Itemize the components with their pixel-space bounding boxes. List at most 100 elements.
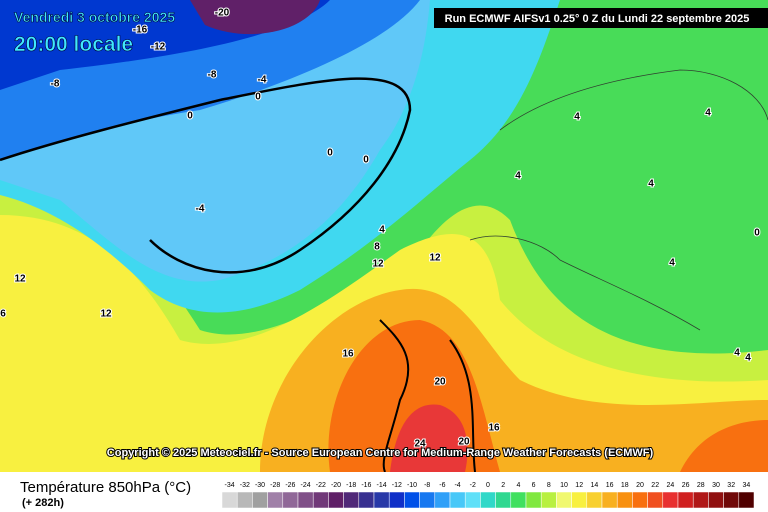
- contour-label: 4: [574, 112, 580, 123]
- colorbar-label: 2: [501, 482, 505, 489]
- colorbar-label: -10: [407, 482, 417, 489]
- color-swatch: [221, 491, 238, 509]
- color-swatch: [632, 491, 648, 509]
- colorbar-label: 22: [651, 482, 659, 489]
- color-swatch: [677, 491, 694, 509]
- run-info: Run ECMWF AIFSv1 0.25° 0 Z du Lundi 22 s…: [445, 13, 750, 25]
- forecast-date: Vendredi 3 octobre 2025: [14, 9, 175, 25]
- color-swatch: [464, 491, 481, 509]
- contour-label: 24: [414, 439, 426, 450]
- color-swatch: [343, 491, 360, 509]
- contour-label: 8: [374, 242, 380, 253]
- colorbar-label: 10: [560, 482, 568, 489]
- contour-label: 4: [515, 171, 521, 182]
- colorbar-label: -18: [346, 482, 356, 489]
- contour-label: 0: [754, 228, 760, 239]
- color-swatch: [571, 491, 588, 509]
- color-swatch: [434, 491, 451, 509]
- colorbar-label: -32: [240, 482, 250, 489]
- color-swatch: [297, 491, 314, 509]
- contour-label: 12: [372, 259, 384, 270]
- contour-label: 16: [488, 423, 500, 434]
- color-swatch: [373, 491, 390, 509]
- colorbar-label: 16: [606, 482, 614, 489]
- colorbar-label: -6: [439, 482, 445, 489]
- color-swatch: [556, 491, 572, 509]
- colorbar-label: 4: [516, 482, 520, 489]
- colorbar-label: 32: [727, 482, 735, 489]
- color-swatch: [616, 491, 633, 509]
- color-swatch: [480, 491, 496, 509]
- contour-label: -8: [51, 79, 60, 90]
- colorbar-label: -22: [316, 482, 326, 489]
- contour-label: 4: [648, 179, 654, 190]
- contour-label: 4: [669, 258, 675, 269]
- contour-label: 20: [458, 437, 470, 448]
- contour-label: 4: [734, 348, 740, 359]
- color-swatch: [236, 491, 253, 509]
- contour-label: 20: [434, 377, 446, 388]
- colorbar-label: -2: [470, 482, 476, 489]
- contour-label: -20: [215, 8, 230, 19]
- color-swatch: [708, 491, 724, 509]
- color-swatch: [388, 491, 405, 509]
- contour-label: -12: [151, 42, 166, 53]
- colorbar-label: 28: [697, 482, 705, 489]
- color-swatch: [282, 491, 299, 509]
- color-swatch: [662, 491, 679, 509]
- colorbar-label: -12: [392, 482, 402, 489]
- colorbar-label: 26: [682, 482, 690, 489]
- color-swatch: [328, 491, 344, 509]
- contour-label: -4: [258, 75, 267, 86]
- contour-label: 0: [327, 148, 333, 159]
- colorbar-label: 18: [621, 482, 629, 489]
- forecast-time: 20:00 locale: [14, 33, 133, 56]
- colorbar-label: 34: [743, 482, 751, 489]
- color-swatch: [358, 491, 375, 509]
- color-swatch: [647, 491, 664, 509]
- colorbar-label: -34: [225, 482, 235, 489]
- map-field: [0, 0, 768, 473]
- legend-title: Température 850hPa (°C): [20, 479, 191, 496]
- colorbar: -34 -32 -30 -28 -26 -24 -22 -20 -18 -16 -14 -12 -10-…: [221, 482, 755, 509]
- color-swatch: [738, 491, 755, 509]
- color-swatch: [267, 491, 284, 509]
- contour-label: 6: [0, 309, 6, 320]
- colorbar-label: -30: [255, 482, 265, 489]
- colorbar-label: 14: [591, 482, 599, 489]
- contour-label: -4: [196, 204, 205, 215]
- color-swatch: [312, 491, 329, 509]
- color-swatch: [510, 491, 527, 509]
- colorbar-label: -8: [424, 482, 430, 489]
- contour-label: 0: [363, 155, 369, 166]
- colorbar-label: -26: [285, 482, 295, 489]
- colorbar-label: 20: [636, 482, 644, 489]
- color-swatch: [540, 491, 557, 509]
- colorbar-label: 24: [667, 482, 675, 489]
- colorbar-label: -4: [454, 482, 460, 489]
- contour-label: 12: [100, 309, 112, 320]
- color-swatch: [449, 491, 466, 509]
- colorbar-label: -20: [331, 482, 341, 489]
- contour-labels: -20 -16-12 -8 -8 -4 0 0 0 0 -4 4 8 12 12 12 12 6 16 20 24 20…: [0, 7, 761, 451]
- contour-label: 12: [429, 253, 441, 264]
- colorbar-label: -16: [361, 482, 371, 489]
- colorbar-label: 0: [486, 482, 490, 489]
- colorbar-label: 30: [712, 482, 720, 489]
- color-swatch: [419, 491, 436, 509]
- color-swatch: [525, 491, 542, 509]
- contour-label: -16: [133, 25, 148, 36]
- color-swatch: [692, 491, 709, 509]
- color-swatch: [404, 491, 420, 509]
- copyright: Copyright © 2025 Meteociel.fr - Source E…: [107, 447, 654, 459]
- contour-label: 4: [745, 353, 751, 364]
- contour-label: 0: [187, 111, 193, 122]
- contour-label: 16: [342, 349, 354, 360]
- lead-time: (+ 282h): [22, 497, 64, 509]
- colorbar-label: 6: [532, 482, 536, 489]
- color-swatch: [252, 491, 268, 509]
- contour-label: 12: [14, 274, 26, 285]
- contour-label: -8: [208, 70, 217, 81]
- colorbar-label: -14: [377, 482, 387, 489]
- contour-label: 0: [255, 92, 261, 103]
